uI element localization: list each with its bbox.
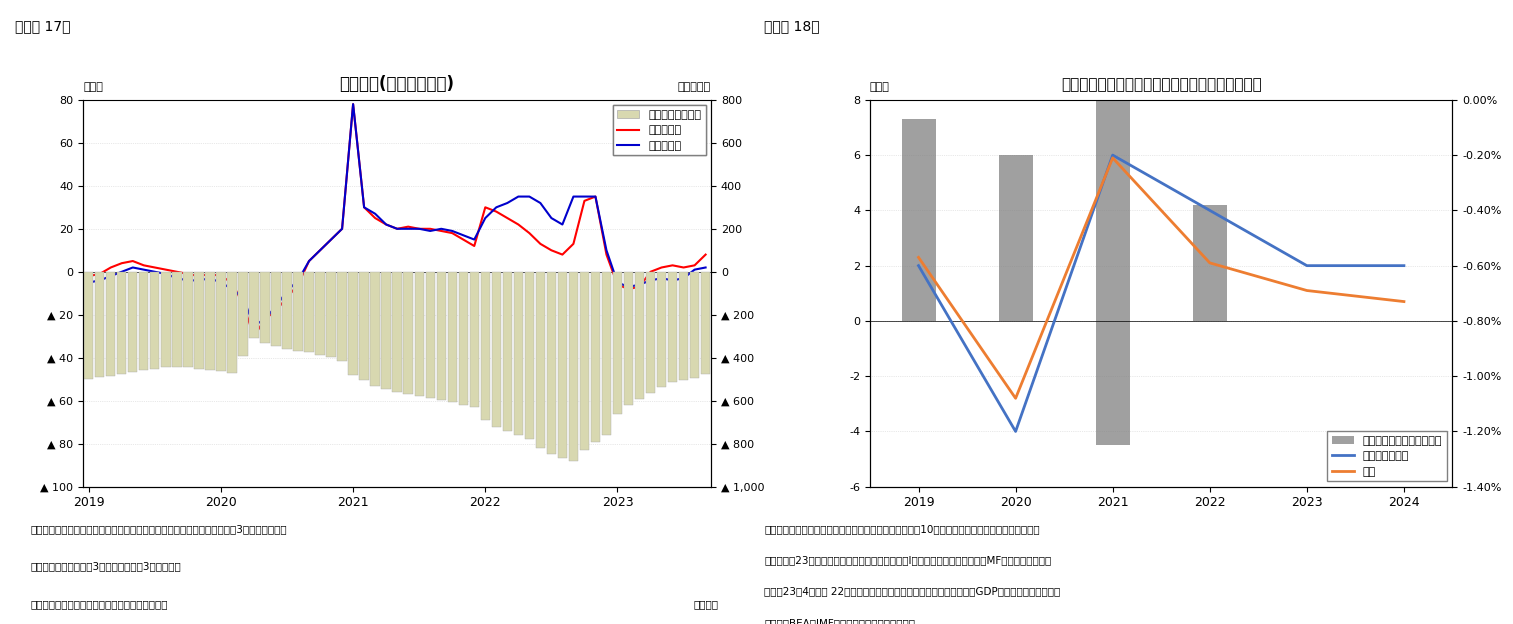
Bar [602,272,611,435]
Text: 輸出入伸び率は、3ヵ月移動平均、3ヵ月前比。: 輸出入伸び率は、3ヵ月移動平均、3ヵ月前比。 [30,562,182,572]
Bar [679,272,688,380]
Bar [337,272,346,361]
Bar [701,272,710,374]
Bar [415,272,424,396]
Bar [150,272,159,369]
Text: （図表 17）: （図表 17） [15,19,71,32]
Legend: 外需成長率寄与度（右軸）, 輸出相手国平均, 米国: 外需成長率寄与度（右軸）, 輸出相手国平均, 米国 [1327,431,1446,481]
Bar [392,272,402,392]
Bar [690,272,699,378]
Bar [437,272,446,401]
Bar [95,272,104,377]
Bar [117,272,127,374]
Bar [525,272,534,439]
Bar [569,272,578,461]
Text: （月次）: （月次） [693,599,719,609]
Bar [623,272,632,405]
Bar [304,272,313,353]
Bar [667,272,678,383]
Bar [227,272,236,373]
Bar [216,272,225,371]
Bar [999,155,1032,321]
Bar [271,272,281,346]
Text: （％）: （％） [83,82,103,92]
Text: （資料）BEA、IMFよりニッセイ基礎研究所作成: （資料）BEA、IMFよりニッセイ基礎研究所作成 [764,618,915,624]
Bar [635,272,645,399]
Bar [172,272,182,367]
Bar [106,272,115,376]
Bar [646,272,655,393]
Text: （％）: （％） [870,82,890,92]
Bar [315,272,325,354]
Bar [294,272,303,351]
Bar [458,272,468,404]
Bar [536,272,545,448]
Bar [162,272,171,368]
Bar [481,272,490,420]
Text: （23年4月）と 22年の輸出額から試算。外需成長率寄与度は実質GDPにおける外需の寄与度: （23年4月）と 22年の輸出額から試算。外需成長率寄与度は実質GDPにおける外… [764,587,1061,597]
Bar [558,272,567,459]
Text: （資料）センサス局よりニッセイ基礎研究所作成: （資料）センサス局よりニッセイ基礎研究所作成 [30,599,168,609]
Bar [85,272,94,379]
Bar [381,272,390,389]
Bar [546,272,557,454]
Bar [348,272,357,375]
Bar [360,272,369,380]
Bar [590,272,601,442]
Bar [902,119,935,321]
Bar [371,272,380,386]
Bar [469,272,480,407]
Bar [194,272,204,369]
Bar [492,272,501,427]
Text: （注）季節調整済、国際収支統計ベースの財およびサービス貿易の合計、3ヵ月移動平均。: （注）季節調整済、国際収支統計ベースの財およびサービス貿易の合計、3ヵ月移動平均… [30,524,287,534]
Bar [502,272,511,431]
Bar [425,272,434,398]
Bar [327,272,336,357]
Legend: 貿易収支（右軸）, 輸出伸び率, 輸入伸び率: 貿易収支（右軸）, 輸出伸び率, 輸入伸び率 [613,105,705,155]
Bar [448,272,457,402]
Title: 貿易収支(財・サービス): 貿易収支(財・サービス) [339,75,455,93]
Bar [260,272,269,343]
Text: もの。23年以降は米国はニッセイ基礎研究所Iの見通し、それ以外の国はMFの世界経済見通し: もの。23年以降は米国はニッセイ基礎研究所Iの見通し、それ以外の国はMFの世界経… [764,555,1052,565]
Bar [283,272,292,349]
Bar [238,272,248,356]
Bar [513,272,523,435]
Text: （図表 18）: （図表 18） [764,19,820,32]
Bar [129,272,138,372]
Bar [613,272,622,414]
Bar [579,272,589,450]
Bar [183,272,192,368]
Bar [1095,100,1130,446]
Bar [657,272,666,387]
Bar [404,272,413,394]
Bar [139,272,148,369]
Text: （億ドル）: （億ドル） [678,82,711,92]
Bar [1192,205,1227,321]
Title: 米国の輸出相手国の成長率と外需の成長率寄与度: 米国の輸出相手国の成長率と外需の成長率寄与度 [1061,77,1262,92]
Text: （注）輸出相手国平均は米国の財・サービス輸出相手国10ヵ国の成長率を輸出額で加重平均した: （注）輸出相手国平均は米国の財・サービス輸出相手国10ヵ国の成長率を輸出額で加重… [764,524,1039,534]
Bar [206,272,215,369]
Bar [250,272,259,338]
